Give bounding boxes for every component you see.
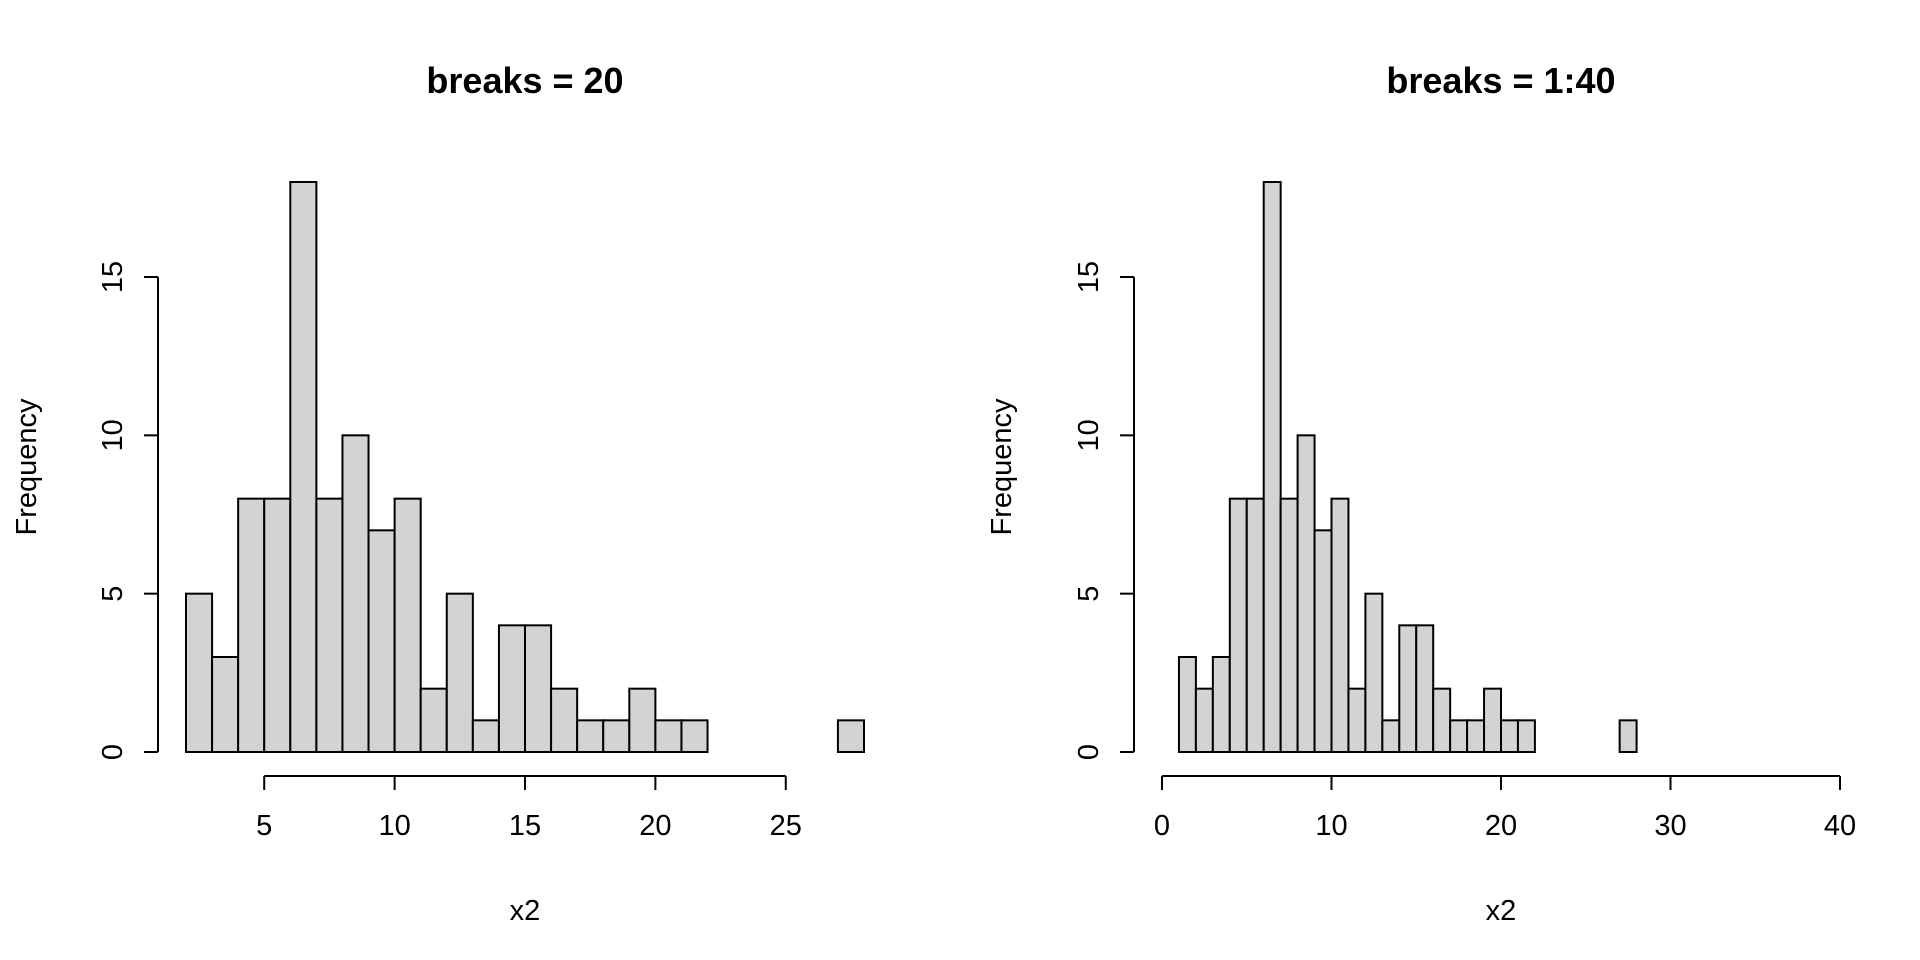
x-tick-label: 40: [1824, 810, 1856, 842]
y-axis: 0 5 10 15: [97, 261, 159, 760]
histogram-bar: [419, 687, 448, 754]
histogram-bar: [1330, 497, 1350, 753]
histogram-bar: [211, 656, 240, 753]
histogram-bar: [654, 719, 683, 753]
histogram-bar: [836, 719, 866, 753]
histogram-bar: [315, 497, 344, 753]
chart-title: breaks = 20: [426, 60, 623, 101]
y-axis: 0 5 10 15: [1073, 261, 1135, 760]
x-tick-label: 10: [1315, 810, 1347, 842]
histogram-bar: [497, 624, 526, 753]
histogram-bar: [341, 434, 370, 753]
y-tick-label: 0: [97, 744, 129, 760]
histogram-bar: [393, 497, 422, 753]
y-tick-label: 15: [97, 261, 129, 293]
histogram-bar: [1415, 624, 1435, 753]
chart-title: breaks = 1:40: [1386, 60, 1615, 101]
histogram-bar: [1347, 687, 1367, 754]
histogram-bar: [1211, 656, 1231, 753]
y-tick-label: 5: [1073, 586, 1105, 602]
histogram-bar: [185, 592, 214, 754]
x-tick-label: 0: [1154, 810, 1170, 842]
histogram-bar: [367, 529, 396, 753]
x-axis-label: x2: [510, 895, 541, 927]
x-axis: 5 10 15 20 25: [256, 775, 802, 842]
bars-group: [185, 181, 866, 754]
x-tick-label: 30: [1654, 810, 1686, 842]
histogram-bar: [1483, 687, 1503, 754]
histogram-bar: [1500, 719, 1519, 753]
x-tick-label: 10: [378, 810, 410, 842]
bars-group: [1177, 181, 1638, 754]
x-tick-label: 20: [1485, 810, 1517, 842]
histogram-bar: [576, 719, 605, 753]
histogram-bar: [1398, 624, 1418, 753]
histogram-bar: [1279, 497, 1299, 753]
histogram-bar: [445, 592, 474, 754]
x-tick-label: 25: [770, 810, 802, 842]
histogram-panel-right: breaks = 1:40 x2 Frequency 0 10 20 30 40 0 5 1…: [986, 60, 1856, 927]
histogram-bar: [1449, 719, 1469, 753]
histogram-bar: [628, 687, 657, 754]
x-tick-label: 5: [256, 810, 272, 842]
x-axis-label: x2: [1486, 895, 1517, 927]
y-tick-label: 10: [1073, 419, 1105, 451]
histogram-bar: [1516, 719, 1536, 753]
histogram-bar: [1262, 181, 1282, 753]
histogram-bar: [1296, 434, 1316, 753]
histogram-bar: [1466, 719, 1486, 753]
histogram-bar: [1177, 656, 1197, 753]
histogram-panel-left: breaks = 20 x2 Frequency 5 10 15 20 25 0 5 10 1…: [11, 60, 866, 927]
histogram-bar: [1228, 497, 1248, 753]
histogram-bar: [1432, 687, 1452, 754]
histogram-bar: [471, 719, 500, 753]
histogram-bar: [1245, 497, 1265, 753]
y-tick-label: 5: [97, 586, 129, 602]
x-axis: 0 10 20 30 40: [1154, 775, 1856, 842]
histogram-bar: [263, 497, 292, 753]
histogram-bar: [1194, 687, 1214, 754]
histogram-bar: [1313, 529, 1333, 753]
histogram-bar: [602, 719, 631, 753]
histogram-bar: [524, 624, 553, 753]
y-axis-label: Frequency: [11, 398, 43, 536]
y-tick-label: 15: [1073, 261, 1105, 293]
histogram-bar: [1618, 719, 1638, 753]
y-tick-label: 0: [1073, 744, 1105, 760]
x-tick-label: 20: [639, 810, 671, 842]
histogram-bar: [1364, 592, 1384, 754]
histogram-bar: [680, 719, 709, 753]
y-tick-label: 10: [97, 419, 129, 451]
histogram-bar: [550, 687, 579, 754]
histogram-bar: [237, 497, 266, 753]
x-tick-label: 15: [509, 810, 541, 842]
histogram-bar: [289, 181, 318, 753]
y-axis-label: Frequency: [986, 398, 1018, 536]
histogram-bar: [1381, 719, 1401, 753]
